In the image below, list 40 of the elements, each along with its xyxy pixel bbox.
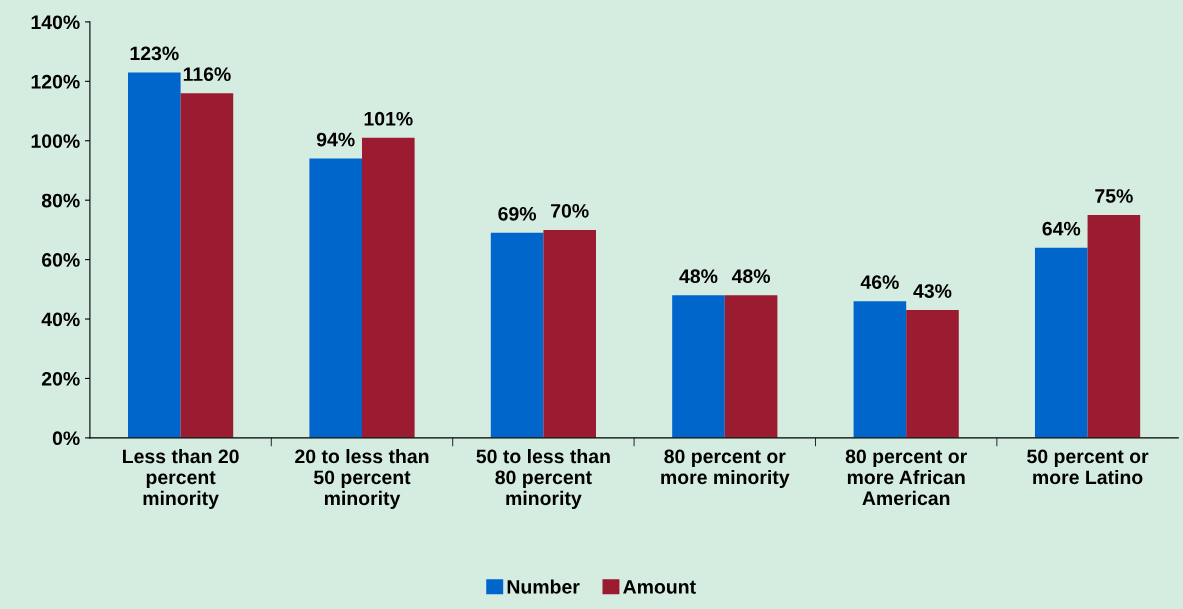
bar <box>543 229 596 438</box>
bar <box>490 232 544 438</box>
data-label: 64% <box>1042 221 1081 236</box>
data-label: 48% <box>679 269 718 284</box>
bar <box>362 137 415 438</box>
y-tick-label: 20% <box>41 371 80 386</box>
data-label: 94% <box>316 132 355 147</box>
data-label: 123% <box>130 46 179 61</box>
data-label: 69% <box>498 206 537 221</box>
x-tick-label: Less than 20 percent minority <box>123 448 239 509</box>
x-tick-label: 80 percent or more African American <box>845 449 967 506</box>
y-tick-label: 80% <box>41 193 80 208</box>
data-label: 43% <box>913 284 952 298</box>
bar <box>1087 215 1141 438</box>
bar <box>853 301 907 438</box>
y-tick-label: 120% <box>31 74 80 89</box>
x-tick-label: 50 to less than 80 percent minority <box>476 448 610 509</box>
bar <box>724 295 778 438</box>
data-label: 101% <box>364 111 413 126</box>
data-label: 70% <box>551 203 589 218</box>
y-tick-label: 100% <box>31 134 80 148</box>
x-tick-label: 50 percent or more Latino <box>1027 449 1149 485</box>
x-tick-label: 80 percent or more minority <box>661 449 790 489</box>
bar <box>906 310 959 438</box>
data-label: 116% <box>183 67 231 82</box>
data-label: 75% <box>1095 189 1133 203</box>
y-tick-label: 60% <box>41 253 80 267</box>
legend-label: Amount <box>623 580 696 594</box>
bar <box>128 72 181 438</box>
y-tick-label: 40% <box>41 312 80 327</box>
bar <box>180 93 234 438</box>
data-label: 48% <box>731 269 771 284</box>
legend-label: Number <box>507 579 580 594</box>
bar <box>672 295 725 438</box>
y-tick-label: 140% <box>31 15 80 30</box>
data-label: 46% <box>860 275 899 290</box>
bar <box>309 158 362 438</box>
x-tick-label: 20 to less than 50 percent minority <box>295 448 429 509</box>
y-tick-label: 0% <box>52 431 80 446</box>
bar <box>1034 247 1088 438</box>
